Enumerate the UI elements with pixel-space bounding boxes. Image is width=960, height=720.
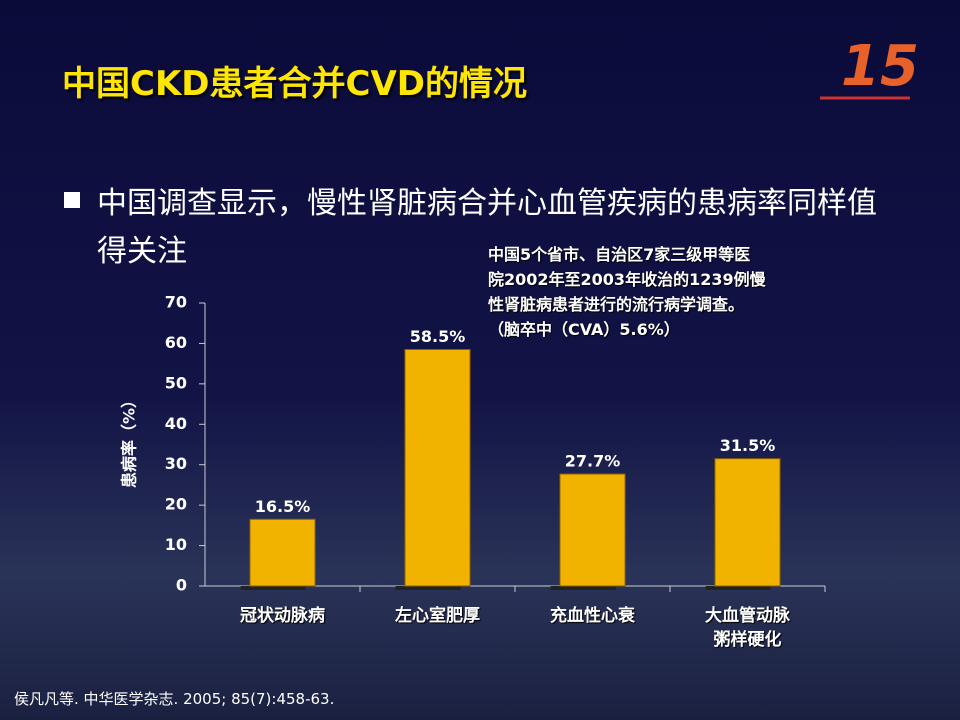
y-tick-label: 40 — [165, 414, 187, 433]
annotation: 中国5个省市、自治区7家三级甲等医 院2002年至2003年收治的1239例慢 性肾… — [488, 242, 766, 342]
bar — [559, 473, 626, 587]
annotation-line: 中国5个省市、自治区7家三级甲等医 — [488, 245, 751, 264]
bullet-text: 中国调查显示，慢性肾脏病合并心血管疾病的患病率同样值得关注 — [97, 186, 877, 269]
bar-shadow — [395, 586, 461, 590]
y-tick-label: 50 — [165, 373, 187, 392]
x-tick-label: 充血性心衰 — [550, 606, 635, 626]
svg-text:15: 15 — [841, 34, 919, 99]
annotation-line: （脑卒中（CVA）5.6%） — [488, 320, 680, 339]
value-label: 58.5% — [410, 327, 466, 346]
slide-title: 中国CKD患者合并CVD的情况 — [62, 64, 528, 104]
y-tick-label: 0 — [176, 576, 187, 595]
bar — [404, 348, 471, 587]
bar-shadow — [240, 586, 306, 590]
y-tick-label: 60 — [165, 333, 187, 352]
bullet-marker — [64, 192, 80, 208]
y-tick-label: 30 — [165, 454, 187, 473]
y-axis-label: 患病率（%） — [120, 392, 139, 488]
x-tick-label: 左心室肥厚 — [395, 606, 480, 626]
value-label: 31.5% — [720, 436, 776, 455]
bar-shadow — [550, 586, 616, 590]
y-tick-label: 20 — [165, 495, 187, 514]
y-tick-label: 70 — [165, 293, 187, 312]
value-label: 27.7% — [565, 452, 621, 471]
logo: 15 — [820, 34, 919, 100]
annotation-line: 院2002年至2003年收治的1239例慢 — [488, 270, 766, 289]
value-label: 16.5% — [255, 497, 311, 516]
bar — [714, 458, 781, 587]
y-tick-label: 10 — [165, 535, 187, 554]
bar — [249, 518, 316, 587]
x-tick-label: 大血管动脉粥样硬化 — [705, 606, 790, 650]
citation: 侯凡凡等. 中华医学杂志. 2005; 85(7):458-63. — [14, 690, 335, 708]
bar-shadow — [705, 586, 771, 590]
x-tick-label: 冠状动脉病 — [240, 606, 325, 626]
annotation-line: 性肾脏病患者进行的流行病学调查。 — [488, 295, 745, 314]
